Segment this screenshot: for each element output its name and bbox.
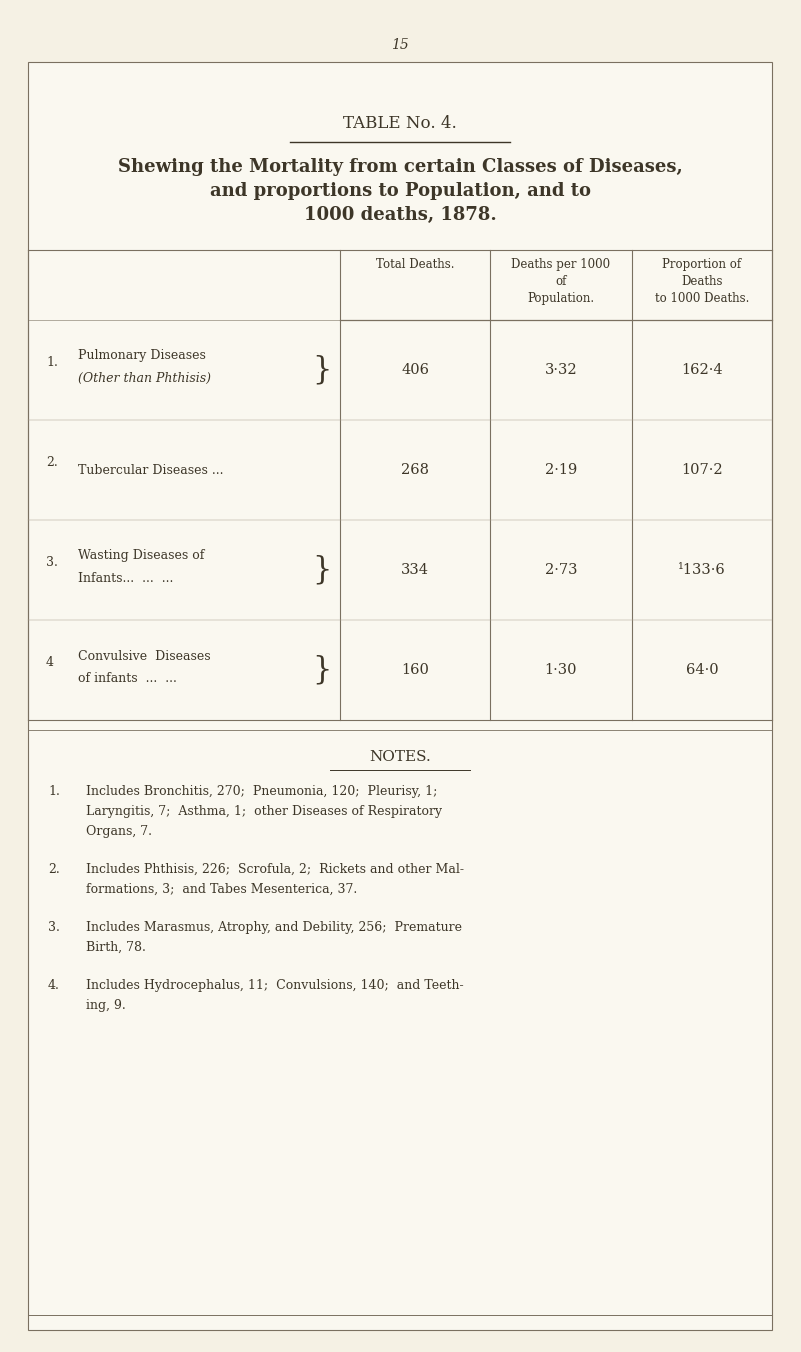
Text: 3.: 3. — [48, 921, 60, 934]
Text: Laryngitis, 7;  Asthma, 1;  other Diseases of Respiratory: Laryngitis, 7; Asthma, 1; other Diseases… — [86, 804, 442, 818]
Text: 1·30: 1·30 — [545, 662, 578, 677]
Text: 334: 334 — [401, 562, 429, 577]
Text: 268: 268 — [401, 462, 429, 477]
Text: 162·4: 162·4 — [681, 362, 723, 377]
Text: 15: 15 — [391, 38, 409, 51]
Text: Deaths per 1000: Deaths per 1000 — [511, 258, 610, 270]
Text: formations, 3;  and Tabes Mesenterica, 37.: formations, 3; and Tabes Mesenterica, 37… — [86, 883, 357, 896]
Text: Infants...  ...  ...: Infants... ... ... — [78, 572, 173, 584]
Text: }: } — [312, 554, 332, 585]
Text: Includes Bronchitis, 270;  Pneumonia, 120;  Pleurisy, 1;: Includes Bronchitis, 270; Pneumonia, 120… — [86, 786, 437, 798]
Text: 107·2: 107·2 — [681, 462, 723, 477]
Text: Birth, 78.: Birth, 78. — [86, 941, 146, 955]
Text: Population.: Population. — [527, 292, 594, 306]
Text: Convulsive  Diseases: Convulsive Diseases — [78, 649, 211, 662]
Text: 160: 160 — [401, 662, 429, 677]
Text: Includes Phthisis, 226;  Scrofula, 2;  Rickets and other Mal-: Includes Phthisis, 226; Scrofula, 2; Ric… — [86, 863, 464, 876]
Text: ing, 9.: ing, 9. — [86, 999, 126, 1013]
Text: Total Deaths.: Total Deaths. — [376, 258, 454, 270]
Text: 1000 deaths, 1878.: 1000 deaths, 1878. — [304, 206, 497, 224]
Text: }: } — [312, 654, 332, 685]
Text: ¹133·6: ¹133·6 — [678, 562, 726, 577]
Text: 1.: 1. — [48, 786, 60, 798]
Text: 3.: 3. — [46, 556, 58, 568]
Text: of: of — [555, 274, 566, 288]
Text: to 1000 Deaths.: to 1000 Deaths. — [654, 292, 749, 306]
Text: 4.: 4. — [48, 979, 60, 992]
Text: 4: 4 — [46, 656, 54, 668]
Text: Organs, 7.: Organs, 7. — [86, 825, 152, 838]
Text: Includes Marasmus, Atrophy, and Debility, 256;  Premature: Includes Marasmus, Atrophy, and Debility… — [86, 921, 462, 934]
Text: of infants  ...  ...: of infants ... ... — [78, 672, 177, 684]
Text: Wasting Diseases of: Wasting Diseases of — [78, 549, 204, 562]
Text: Tubercular Diseases ...: Tubercular Diseases ... — [78, 464, 223, 476]
Text: Includes Hydrocephalus, 11;  Convulsions, 140;  and Teeth-: Includes Hydrocephalus, 11; Convulsions,… — [86, 979, 464, 992]
Text: 2·73: 2·73 — [545, 562, 578, 577]
Text: Proportion of: Proportion of — [662, 258, 742, 270]
Text: and proportions to Population, and to: and proportions to Population, and to — [210, 183, 590, 200]
Text: Pulmonary Diseases: Pulmonary Diseases — [78, 350, 206, 362]
Text: TABLE No. 4.: TABLE No. 4. — [343, 115, 457, 132]
Text: 3·32: 3·32 — [545, 362, 578, 377]
Text: 2.: 2. — [46, 456, 58, 469]
Text: 1.: 1. — [46, 356, 58, 369]
Text: Shewing the Mortality from certain Classes of Diseases,: Shewing the Mortality from certain Class… — [118, 158, 682, 176]
Text: 406: 406 — [401, 362, 429, 377]
Text: 64·0: 64·0 — [686, 662, 718, 677]
Text: (Other than Phthisis): (Other than Phthisis) — [78, 372, 211, 384]
Text: NOTES.: NOTES. — [369, 750, 431, 764]
Text: Deaths: Deaths — [681, 274, 723, 288]
Text: 2·19: 2·19 — [545, 462, 578, 477]
Text: }: } — [312, 354, 332, 385]
Text: 2.: 2. — [48, 863, 60, 876]
